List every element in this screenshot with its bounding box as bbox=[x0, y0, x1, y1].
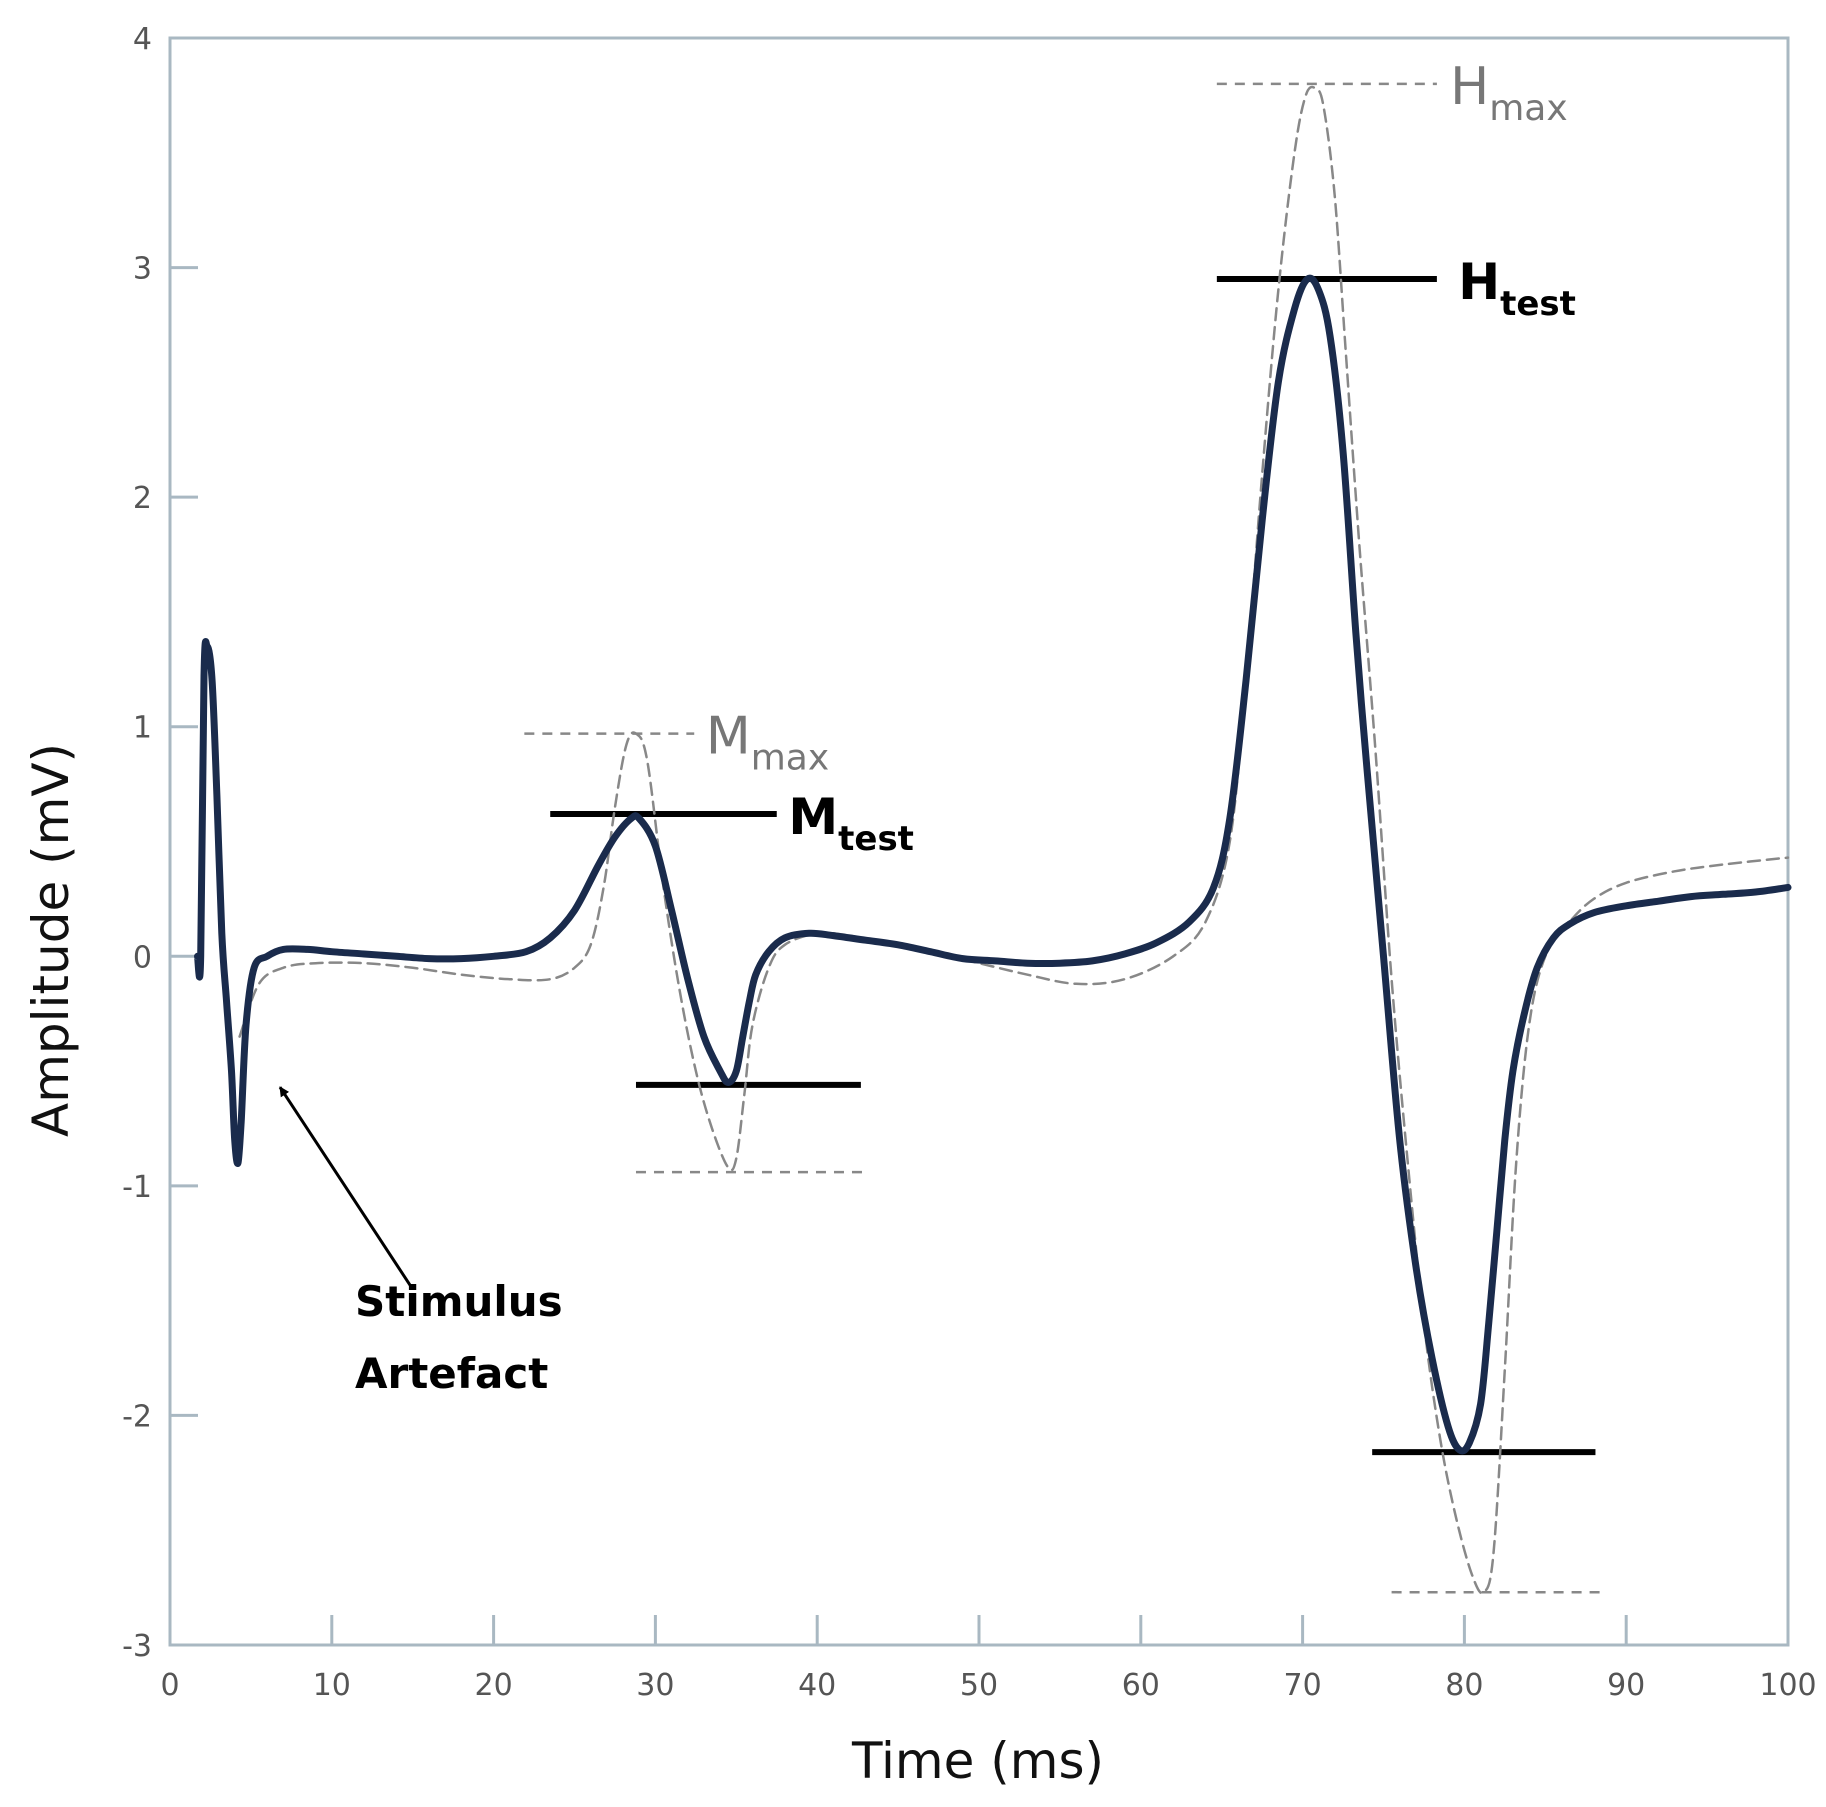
y-tick-label: -3 bbox=[122, 1629, 152, 1664]
annotation-htest-sub: test bbox=[1500, 284, 1576, 324]
annotation-hmax-main: H bbox=[1450, 57, 1489, 117]
annotation-hmax-sub: max bbox=[1489, 88, 1567, 129]
y-tick-label: 4 bbox=[133, 22, 152, 57]
y-tick-label: 3 bbox=[133, 252, 152, 287]
max-trace-line bbox=[238, 85, 1790, 1595]
x-tick-label: 20 bbox=[475, 1668, 513, 1703]
annotation-hmax: Hmax bbox=[1450, 57, 1568, 129]
reference-lines bbox=[524, 82, 1602, 1594]
y-tick-label: 1 bbox=[133, 711, 152, 746]
x-tick-label: 90 bbox=[1607, 1668, 1645, 1703]
annotation-mmax-sub: max bbox=[751, 738, 829, 779]
x-tick-label: 100 bbox=[1759, 1668, 1816, 1703]
annotation-htest: Htest bbox=[1458, 253, 1576, 324]
x-tick-label: 80 bbox=[1445, 1668, 1483, 1703]
plot-frame bbox=[168, 36, 1790, 1647]
x-axis-title: Time (ms) bbox=[851, 1732, 1104, 1790]
annotation-mtest-sub: test bbox=[838, 819, 914, 859]
stimulus-label-line1: Stimulus bbox=[355, 1277, 563, 1326]
annotation-mmax: Mmax bbox=[706, 707, 829, 779]
y-tick-label: -1 bbox=[122, 1170, 152, 1205]
x-tick-label: 60 bbox=[1122, 1668, 1160, 1703]
x-tick-label: 50 bbox=[960, 1668, 998, 1703]
x-tick-label: 10 bbox=[313, 1668, 351, 1703]
series-group bbox=[194, 85, 1792, 1595]
axis-ticks bbox=[170, 266, 1628, 1645]
y-tick-label: 2 bbox=[133, 481, 152, 516]
annotation-mmax-main: M bbox=[706, 707, 751, 767]
y-axis-title: Amplitude (mV) bbox=[22, 743, 80, 1137]
y-tick-label: 0 bbox=[133, 940, 152, 975]
x-tick-label: 30 bbox=[636, 1668, 674, 1703]
x-tick-labels: 0 10 20 30 40 50 60 70 80 90 100 bbox=[160, 1668, 1816, 1703]
stimulus-label-line2: Artefact bbox=[355, 1349, 548, 1398]
annotation-mtest-main: M bbox=[788, 788, 838, 846]
annotation-htest-main: H bbox=[1458, 253, 1500, 311]
annotation-mtest: Mtest bbox=[788, 788, 914, 859]
x-tick-label: 70 bbox=[1284, 1668, 1322, 1703]
x-tick-label: 40 bbox=[798, 1668, 836, 1703]
y-tick-label: -2 bbox=[122, 1399, 152, 1434]
test-trace-line bbox=[194, 274, 1792, 1455]
y-tick-labels: 4 3 2 1 0 -1 -2 -3 bbox=[122, 22, 152, 1664]
stimulus-arrow bbox=[278, 1086, 414, 1290]
x-tick-label: 0 bbox=[160, 1668, 179, 1703]
